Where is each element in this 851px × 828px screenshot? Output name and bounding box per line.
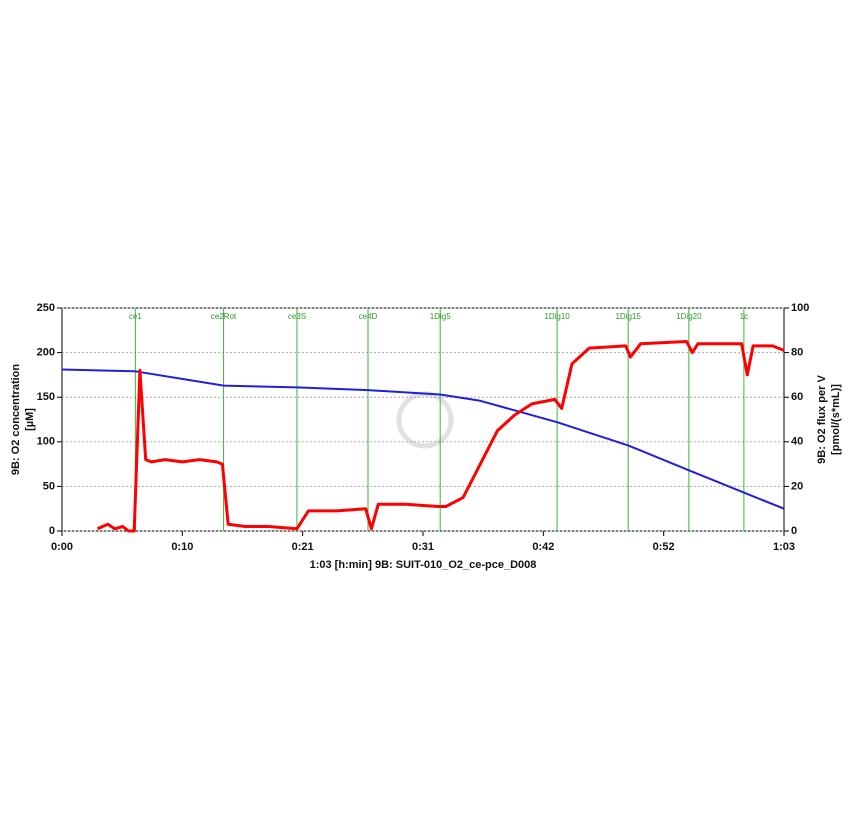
y2-axis-label: 9B: O2 flux per V [816,375,828,464]
x-tick-label: 0:00 [51,541,73,553]
event-label: 1Dig5 [430,312,451,321]
y-tick-label: 200 [37,347,55,359]
y-axis-label: 9B: O2 concentration [10,364,22,476]
series-line [61,368,785,510]
event-label: ce4D [359,312,378,321]
y-tick-label: 150 [37,391,55,403]
x-tick-label: 1:03 [773,541,795,553]
y-axis-label: [µM] [24,408,36,431]
plot-frame [61,307,785,532]
y-tick-label: 100 [37,436,55,448]
x-tick-label: 0:21 [292,541,314,553]
x-tick-label: 0:10 [171,541,193,553]
y2-axis-label: [pmol/(s*mL)] [830,384,842,455]
x-tick-label: 0:52 [653,541,675,553]
event-label: ce3S [288,312,306,321]
y-tick-label: 50 [43,480,55,492]
y2-tick-label: 20 [791,480,803,492]
event-label: ce2Rot [211,312,237,321]
y-tick-label: 250 [37,302,55,314]
event-label: ce1 [129,312,142,321]
y-tick-label: 0 [49,525,55,537]
event-label: 1Dig10 [544,312,570,321]
y2-tick-label: 80 [791,347,803,359]
event-label: 1Dig15 [615,312,641,321]
y2-tick-label: 0 [791,525,797,537]
y2-tick-label: 100 [791,302,809,314]
series-line [96,340,785,533]
y2-tick-label: 40 [791,436,803,448]
event-label: 1c [740,312,748,321]
event-label: 1Dig20 [676,312,702,321]
y2-tick-label: 60 [791,391,803,403]
x-tick-label: 0:42 [532,541,554,553]
x-tick-label: 0:31 [412,541,434,553]
x-axis-label: 1:03 [h:min] 9B: SUIT-010_O2_ce-pce_D008 [310,559,537,571]
